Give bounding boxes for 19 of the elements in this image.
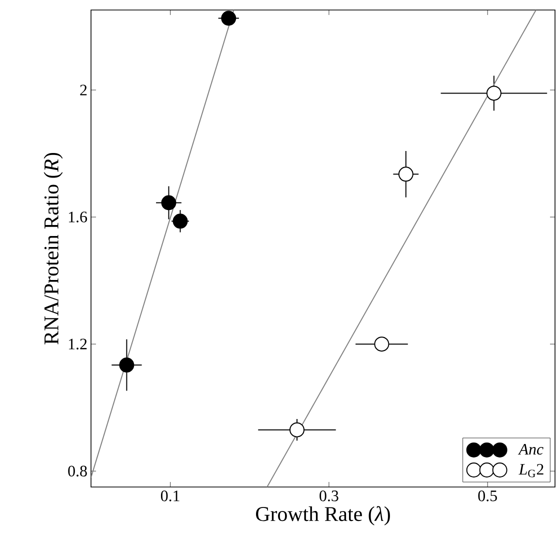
point	[398, 166, 414, 182]
x-tick-label: 0.5	[478, 490, 497, 502]
x-tick-label: 0.3	[320, 490, 338, 502]
y-tick-label: 1.6	[68, 212, 88, 222]
point	[172, 214, 188, 229]
point	[119, 358, 134, 373]
y-axis-title: RNA/Protein Ratio (R)	[44, 152, 63, 344]
legend-label: L$_{G}$2	[518, 464, 544, 478]
y-tick-label: 2	[80, 84, 87, 96]
y-tick-label: 0.8	[68, 466, 87, 477]
point	[374, 336, 390, 352]
point	[221, 10, 236, 26]
x-tick-label: 0.1	[160, 490, 180, 502]
point	[289, 422, 304, 438]
point	[486, 86, 502, 101]
legend-label: Anc	[518, 444, 544, 455]
x-axis-title: Growth Rate (λ)	[256, 506, 390, 526]
y-tick-label: 1.2	[68, 338, 87, 350]
point	[161, 195, 176, 210]
